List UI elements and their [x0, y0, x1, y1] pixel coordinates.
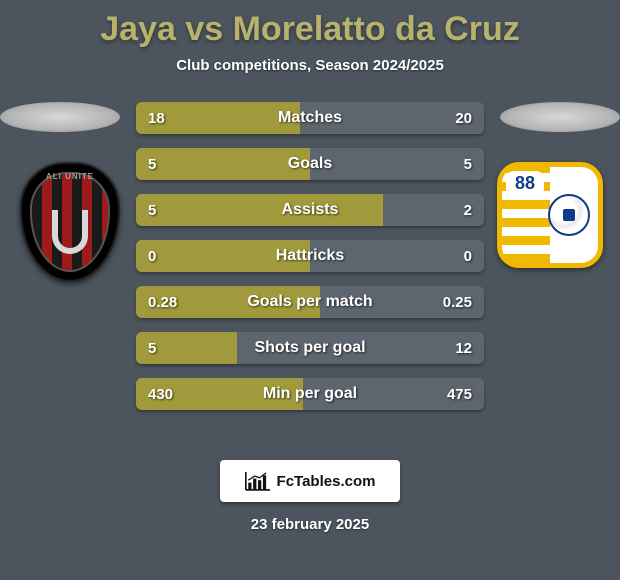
stat-row: 00Hattricks: [136, 240, 484, 272]
stat-label: Shots per goal: [136, 332, 484, 364]
right-team-crest: 88: [490, 162, 610, 282]
stat-label: Hattricks: [136, 240, 484, 272]
comparison-stage: ALI UNITE 88 1820Matches 55Goals 52Assists…: [0, 102, 620, 442]
left-team-crest: ALI UNITE: [10, 162, 130, 282]
shield-text: ALI UNITE: [22, 172, 118, 181]
stat-row: 52Assists: [136, 194, 484, 226]
stat-label: Goals: [136, 148, 484, 180]
football-icon: [548, 194, 590, 236]
shield-letter-icon: [52, 210, 88, 254]
stat-row: 430475Min per goal: [136, 378, 484, 410]
shield-icon: ALI UNITE: [20, 162, 120, 282]
page-title: Jaya vs Morelatto da Cruz: [0, 0, 620, 49]
stat-row: 1820Matches: [136, 102, 484, 134]
brand-text: FcTables.com: [277, 473, 376, 490]
left-platform: [0, 102, 120, 132]
stat-label: Min per goal: [136, 378, 484, 410]
right-platform: [500, 102, 620, 132]
stat-label: Assists: [136, 194, 484, 226]
chart-icon: [245, 471, 271, 491]
brand-badge: FcTables.com: [220, 460, 400, 502]
stat-row: 512Shots per goal: [136, 332, 484, 364]
footer-date: 23 february 2025: [0, 516, 620, 533]
badge-number: 88: [506, 171, 544, 196]
stat-row: 0.280.25Goals per match: [136, 286, 484, 318]
stat-label: Matches: [136, 102, 484, 134]
stat-row: 55Goals: [136, 148, 484, 180]
stat-bars: 1820Matches 55Goals 52Assists 00Hattricks 0.…: [136, 102, 484, 410]
subtitle: Club competitions, Season 2024/2025: [0, 57, 620, 74]
stat-label: Goals per match: [136, 286, 484, 318]
badge-icon: 88: [497, 162, 603, 268]
